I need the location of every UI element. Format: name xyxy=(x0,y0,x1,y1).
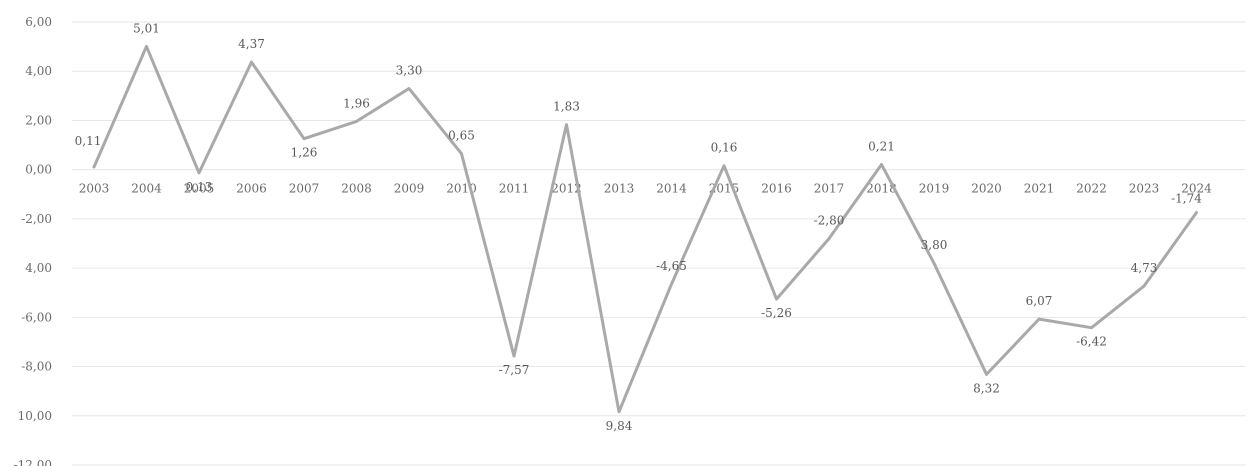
x-tick-label: 2012 xyxy=(551,182,582,196)
data-label: 3,30 xyxy=(396,63,423,77)
data-label: -4,65 xyxy=(656,259,687,273)
y-tick-label: 2,00 xyxy=(25,113,52,127)
y-tick-label: 4,00 xyxy=(25,261,52,275)
x-tick-label: 2014 xyxy=(656,182,687,196)
data-label: 0,65 xyxy=(448,129,475,143)
data-label: 0,13 xyxy=(186,180,213,194)
data-label: 1,96 xyxy=(343,96,370,110)
y-tick-label: 0,00 xyxy=(25,163,52,177)
y-tick-label: -2,00 xyxy=(21,212,52,226)
x-tick-label: 2006 xyxy=(236,182,267,196)
x-tick-label: 2022 xyxy=(1076,182,1107,196)
x-tick-label: 2018 xyxy=(866,182,897,196)
y-tick-label: 4,00 xyxy=(25,64,52,78)
y-tick-label: 10,00 xyxy=(18,409,52,423)
data-label: 0,21 xyxy=(868,139,895,153)
data-label: -1,74 xyxy=(1171,191,1202,205)
x-tick-label: 2020 xyxy=(971,182,1002,196)
data-labels: 0,11 5,01 0,13 4,37 1,26 1,96 3,30 0,65 -7,57 1,8… xyxy=(75,21,1203,432)
x-tick-label: 2024 xyxy=(1181,182,1212,196)
y-tick-label: 6,00 xyxy=(25,15,52,29)
x-tick-label: 2017 xyxy=(814,182,845,196)
x-tick-label: 2009 xyxy=(394,182,425,196)
data-label: -7,57 xyxy=(499,363,530,377)
x-tick-label: 2019 xyxy=(919,182,950,196)
data-label: 9,84 xyxy=(606,419,633,433)
data-label: 1,83 xyxy=(553,100,580,114)
x-tick-label: 2023 xyxy=(1129,182,1160,196)
data-label: 0,16 xyxy=(711,141,738,155)
x-tick-label: 2008 xyxy=(341,182,372,196)
y-axis-tick-labels: 6,00 4,00 2,00 0,00 -2,00 4,00 -6,00 -8,00 10,00… xyxy=(14,15,52,466)
data-label: 8,32 xyxy=(973,381,1000,395)
y-tick-label: -12,00 xyxy=(14,458,52,466)
data-label: -5,26 xyxy=(761,306,792,320)
data-label: 4,73 xyxy=(1131,261,1158,275)
gridlines xyxy=(72,21,1246,466)
y-tick-label: -8,00 xyxy=(21,360,52,374)
data-label: 4,37 xyxy=(238,37,265,51)
x-tick-label: 2005 xyxy=(184,182,215,196)
x-axis-tick-labels: 2003 2004 2005 2006 2007 2008 2009 2010 2011 2012… xyxy=(79,182,1212,196)
series-line xyxy=(92,44,1198,414)
x-tick-label: 2003 xyxy=(79,182,110,196)
data-label: 0,11 xyxy=(75,134,102,148)
x-tick-label: 2007 xyxy=(289,182,320,196)
x-tick-label: 2011 xyxy=(499,182,530,196)
data-label: 5,01 xyxy=(133,21,160,35)
y-tick-label: -6,00 xyxy=(21,310,52,324)
x-tick-label: 2016 xyxy=(761,182,792,196)
data-label: 6,07 xyxy=(1026,294,1053,308)
x-tick-label: 2013 xyxy=(604,182,635,196)
data-label: -6,42 xyxy=(1076,335,1107,349)
data-label: 3,80 xyxy=(921,238,948,252)
x-tick-label: 2004 xyxy=(131,182,162,196)
x-tick-label: 2021 xyxy=(1024,182,1055,196)
data-label: 1,26 xyxy=(291,146,318,160)
data-label: -2,80 xyxy=(814,214,845,228)
